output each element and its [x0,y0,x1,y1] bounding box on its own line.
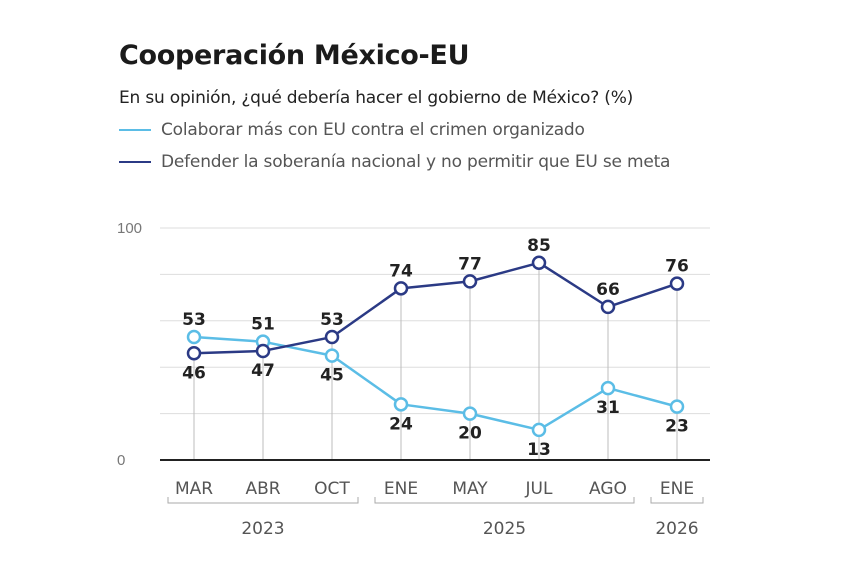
legend-entry-defender: Defender la soberanía nacional y no perm… [119,150,679,174]
data-point-defender [462,274,478,289]
data-label-defender: 77 [458,254,482,274]
x-tick-label: JUL [525,479,553,499]
year-bracket [167,497,359,504]
year-bracket [374,497,635,504]
y-tick-label: 100 [117,220,142,237]
data-point-defender [393,281,409,296]
x-tick-label: MAY [452,479,488,499]
x-tick-label: MAR [175,479,213,499]
data-point-defender [186,346,202,361]
data-point-colaborar [324,348,340,363]
legend-label-defender: Defender la soberanía nacional y no perm… [161,152,671,172]
data-label-colaborar: 23 [665,417,689,437]
data-point-defender [600,299,616,315]
data-point-defender [669,276,685,291]
data-point-defender [324,329,340,345]
chart-title: Cooperación México-EU [119,40,470,71]
year-label: 2023 [241,519,284,539]
data-label-colaborar: 24 [389,414,413,434]
data-point-colaborar [462,406,478,421]
legend-swatch-defender [119,161,151,163]
data-point-colaborar [669,399,685,414]
data-point-defender [531,255,547,271]
data-label-colaborar: 20 [458,424,482,444]
year-bracket [650,497,704,504]
year-label: 2026 [655,519,698,539]
data-label-defender: 76 [665,257,689,277]
data-label-defender: 66 [596,280,620,300]
data-label-colaborar: 31 [596,398,620,418]
data-label-defender: 46 [182,363,206,383]
data-point-colaborar [186,329,202,345]
series-line-colaborar [193,335,678,432]
data-point-colaborar [393,397,409,412]
legend-entry-colaborar: Colaborar más con EU contra el crimen or… [119,118,585,142]
chart-subtitle: En su opinión, ¿qué debería hacer el gob… [119,88,634,108]
data-label-defender: 53 [320,310,344,330]
data-label-defender: 47 [251,361,275,381]
x-tick-label: OCT [314,479,350,499]
data-label-defender: 74 [389,261,413,281]
series-line-defender [193,261,678,355]
data-point-colaborar [531,422,547,438]
data-label-defender: 85 [527,236,551,256]
y-tick-label: 0 [117,452,125,469]
x-tick-label: ENE [660,479,694,499]
year-label: 2025 [483,519,526,539]
data-label-colaborar: 13 [527,440,551,460]
data-label-colaborar: 45 [320,366,344,386]
x-tick-label: AGO [589,479,627,499]
x-tick-label: ABR [245,479,280,499]
legend-swatch-colaborar [119,129,151,131]
data-label-colaborar: 51 [251,315,275,335]
legend-label-colaborar: Colaborar más con EU contra el crimen or… [161,120,585,140]
x-tick-label: ENE [384,479,418,499]
data-point-defender [255,343,271,359]
data-label-colaborar: 53 [182,310,206,330]
data-point-colaborar [600,380,616,396]
